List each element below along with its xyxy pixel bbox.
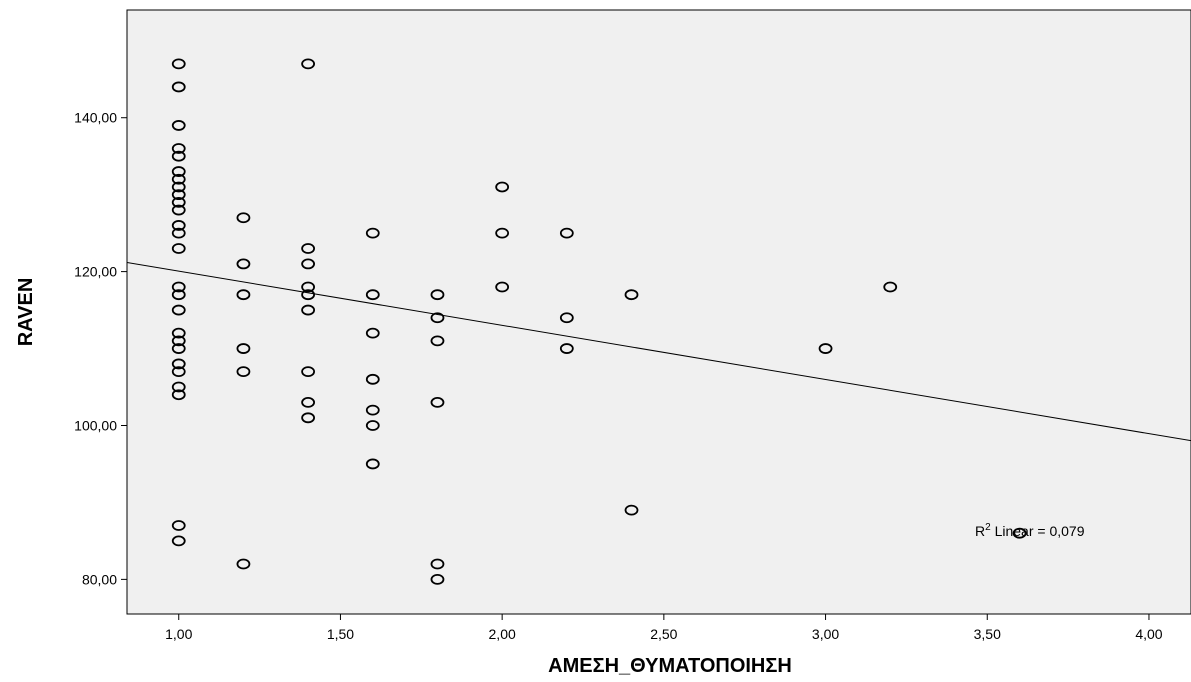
data-point [171,81,186,93]
data-point [883,281,898,293]
data-point [301,397,316,408]
data-point [171,58,186,70]
data-point [171,366,186,378]
data-point [171,196,186,208]
data-point [171,243,186,254]
data-point [624,504,639,516]
data-point [559,227,574,239]
data-point [301,281,316,293]
y-tick-label: 80,00 [82,571,117,587]
x-axis: 1,00 1,50 2,00 2,50 3,00 3,50 4,00 [165,614,1163,642]
data-point [171,143,186,154]
y-axis: 80,00 100,00 120,00 140,00 [74,110,127,587]
data-point [171,381,186,393]
data-point [430,397,445,408]
data-point [559,343,574,354]
data-point [301,289,316,301]
annotation-prefix: R [975,523,985,539]
data-point [171,150,186,162]
y-axis-title: RAVEN [15,278,37,347]
x-tick-label: 4,00 [1135,626,1162,642]
x-axis-title: ΑΜΕΣΗ_ΘΥΜΑΤΟΠΟΙΗΣΗ [548,655,792,677]
data-point [624,289,639,301]
x-tick-label: 3,50 [974,626,1001,642]
data-point [430,573,445,585]
data-point [171,304,186,316]
data-point [236,258,251,270]
plot-area [126,9,1191,615]
data-point [430,312,445,324]
data-point [171,120,186,131]
data-point [365,227,380,239]
data-point [818,343,833,354]
data-point [236,289,251,301]
y-tick-label: 100,00 [74,417,117,433]
data-point [301,366,316,378]
data-point [301,412,316,424]
data-point [171,358,186,370]
data-point [171,389,186,401]
data-point [171,327,186,339]
data-point [171,520,186,531]
data-point [301,258,316,270]
data-point [171,166,186,177]
data-point [430,289,445,301]
x-tick-label: 2,50 [650,626,677,642]
data-point [171,181,186,193]
data-point [171,335,186,347]
data-point [559,312,574,324]
data-point [430,335,445,347]
data-point [171,227,186,239]
x-tick-label: 2,00 [489,626,516,642]
data-point [171,281,186,293]
data-point [171,343,186,354]
annotation-r2: R2 Linear = 0,079 [975,522,1085,539]
data-point [171,289,186,301]
data-point [236,212,251,224]
data-point [171,535,186,547]
data-point [301,58,316,70]
data-point [236,343,251,354]
y-tick-label: 120,00 [74,264,117,280]
data-point [495,181,510,193]
data-points [171,58,1027,585]
data-point [495,227,510,239]
data-point [365,420,380,431]
data-point [365,373,380,385]
x-tick-label: 1,50 [327,626,354,642]
data-point [171,189,186,201]
data-point [365,404,380,416]
data-point [236,558,251,570]
data-point [365,327,380,339]
data-point [301,243,316,254]
data-point [365,458,380,470]
data-point [495,281,510,293]
annotation-text: Linear = 0,079 [991,523,1085,539]
data-point [171,173,186,185]
annotation-sup: 2 [985,522,991,533]
y-tick-label: 140,00 [74,110,117,126]
data-point [430,558,445,570]
data-point [301,304,316,316]
x-tick-label: 3,00 [812,626,839,642]
data-point [1012,527,1027,539]
data-point [171,204,186,216]
data-point [236,366,251,378]
x-tick-label: 1,00 [165,626,192,642]
data-point [171,220,186,231]
data-point [365,289,380,301]
